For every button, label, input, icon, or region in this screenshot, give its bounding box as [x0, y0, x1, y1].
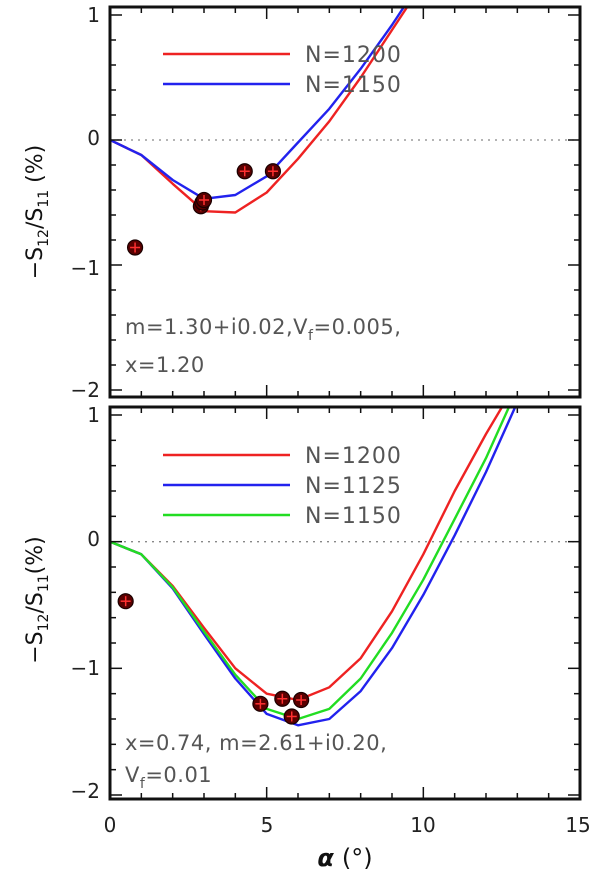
top-series-group	[111, 7, 409, 214]
bottom-xtick-label: 15	[565, 813, 590, 837]
top-plot-layer	[110, 7, 580, 256]
top-data-point	[236, 163, 253, 180]
top-ticks	[109, 7, 581, 397]
bottom-ticks	[109, 407, 581, 799]
bottom-ytick-label: 0	[87, 527, 100, 551]
bottom-ytick-label: −1	[71, 656, 100, 680]
bottom-plot-layer	[110, 407, 580, 727]
bottom-y-axis-label: −S12/S11(%)	[23, 536, 52, 664]
top-series-line-n1200	[111, 7, 409, 214]
top-annotation-line2: x=1.20	[125, 353, 205, 377]
legend-label-n1200: N=1200	[305, 43, 402, 68]
bottom-xtick-label: 10	[410, 813, 435, 837]
bottom-plot-frame	[108, 405, 582, 801]
top-data-point	[264, 163, 282, 180]
top-ytick-label: −1	[71, 256, 100, 280]
x-axis-label: α (°)	[317, 844, 372, 872]
bottom-data-point	[274, 690, 291, 707]
bottom-ytick-label: −2	[71, 779, 100, 803]
bottom-ytick-label: 1	[87, 403, 100, 427]
bottom-panel: 1 0 −1 −2 0 5 10 15 α (°) −S12/S11(%) N=1…	[23, 403, 591, 872]
bottom-xtick-label: 5	[261, 813, 274, 837]
bottom-series-line-n1150	[111, 407, 511, 721]
bottom-data-point	[283, 708, 300, 725]
bottom-data-point	[293, 691, 310, 709]
top-ytick-label: −2	[71, 378, 100, 402]
top-panel: 1 0 −1 −2 −S12/S11 (%) N=1200 N=1150 m=1…	[23, 3, 582, 402]
bottom-annotation-line1: x=0.74, m=2.61+i0.20,	[125, 731, 387, 755]
bottom-annotation-line2: Vf=0.01	[125, 763, 212, 792]
legend-label-n1125: N=1125	[305, 474, 402, 499]
bottom-xtick-label: 0	[104, 813, 117, 837]
bottom-series-group	[111, 407, 517, 727]
top-plot-frame	[108, 5, 582, 399]
top-ytick-label: 0	[87, 126, 100, 150]
top-y-axis-label: −S12/S11 (%)	[23, 145, 52, 280]
legend-label-n1150: N=1150	[305, 504, 402, 529]
bottom-data-point	[117, 593, 134, 610]
top-data-point	[126, 239, 144, 256]
top-ytick-label: 1	[87, 3, 100, 27]
bottom-data-point	[252, 695, 269, 712]
top-data-point	[195, 191, 213, 209]
legend-label-n1200: N=1200	[305, 444, 402, 469]
legend-label-n1150: N=1150	[305, 73, 402, 98]
top-annotation-line1: m=1.30+i0.02,Vf=0.005,	[125, 315, 401, 344]
